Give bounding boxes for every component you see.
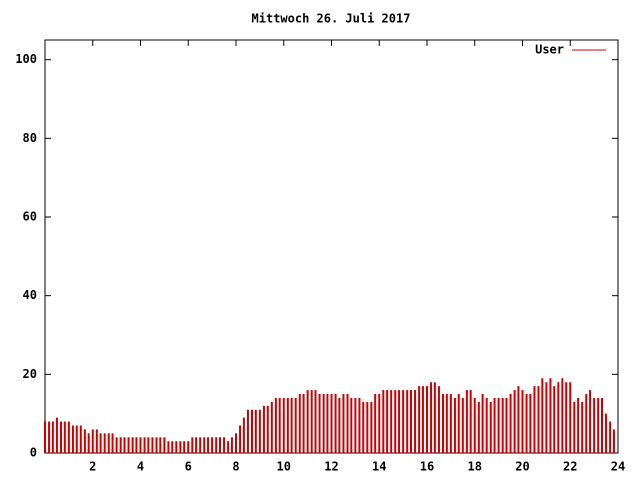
x-tick-label: 6 [185, 460, 192, 474]
x-tick-label: 24 [611, 460, 625, 474]
y-tick-label: 80 [23, 131, 37, 145]
plot-frame [44, 39, 619, 454]
x-tick-label: 2 [89, 460, 96, 474]
x-tick-label: 12 [324, 460, 338, 474]
x-tick-label: 10 [277, 460, 291, 474]
y-tick-label: 20 [23, 367, 37, 381]
y-tick-label: 100 [15, 52, 37, 66]
x-tick-label: 22 [563, 460, 577, 474]
x-tick-label: 20 [515, 460, 529, 474]
x-tick-label: 8 [232, 460, 239, 474]
y-tick-label: 0 [30, 446, 37, 460]
y-tick-label: 60 [23, 210, 37, 224]
x-tick-label: 18 [468, 460, 482, 474]
x-tick-label: 16 [420, 460, 434, 474]
x-tick-label: 4 [137, 460, 144, 474]
legend-label: User [535, 43, 564, 57]
chart-title: Mittwoch 26. Juli 2017 [252, 12, 411, 26]
y-tick-label: 40 [23, 288, 37, 302]
x-tick-label: 14 [372, 460, 386, 474]
